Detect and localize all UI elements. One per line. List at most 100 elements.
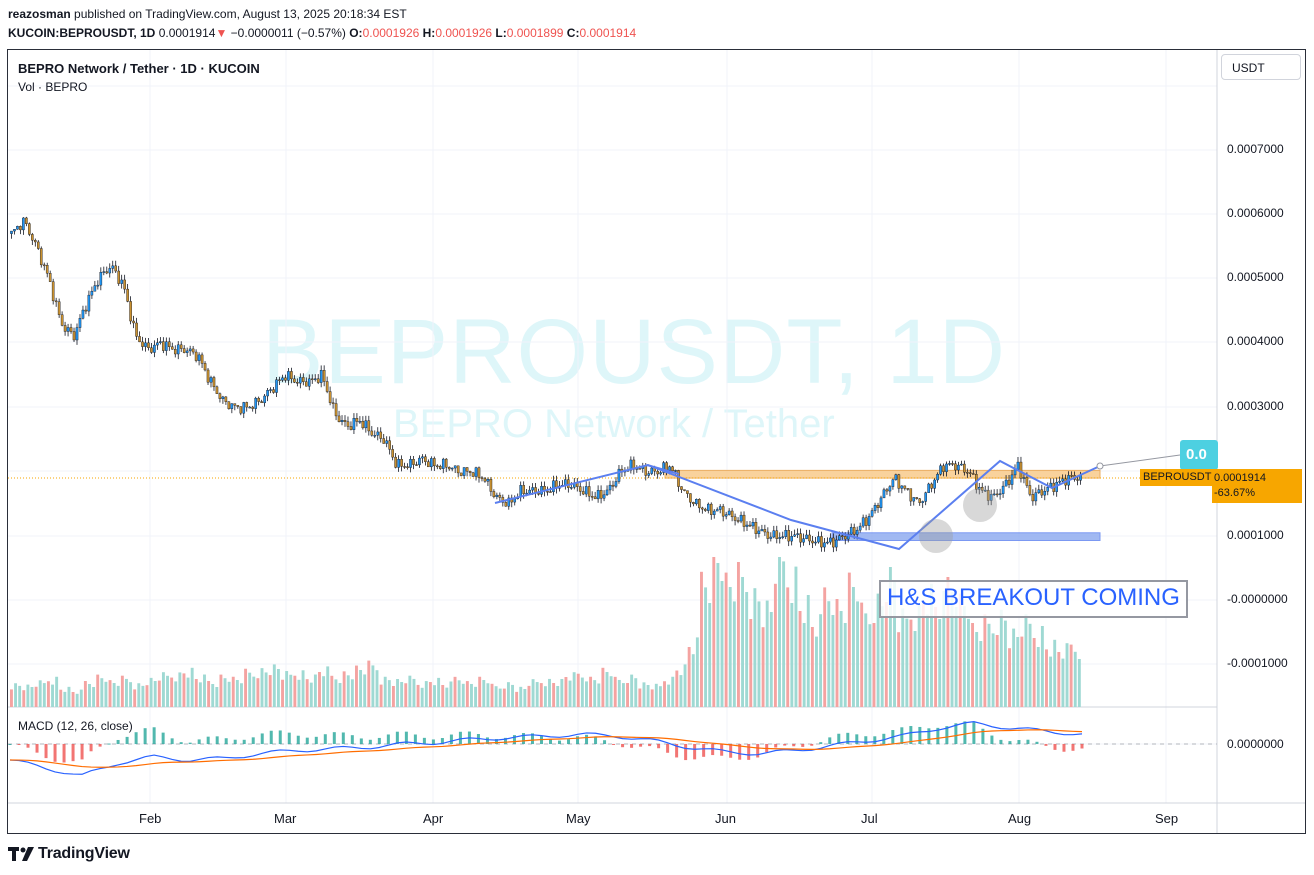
- macd-histogram-bar: [53, 744, 57, 762]
- volume-bar: [675, 670, 679, 707]
- candle-body: [570, 487, 573, 489]
- candle-body: [483, 478, 487, 482]
- macd-histogram-bar: [215, 736, 219, 744]
- volume-bar: [827, 601, 831, 707]
- candle-body: [218, 393, 222, 399]
- candle-body: [739, 514, 743, 522]
- volume-bar: [178, 672, 182, 707]
- candle-body: [334, 403, 338, 417]
- candle-body: [891, 479, 895, 487]
- volume-bar: [535, 682, 539, 707]
- volume-bar: [404, 683, 408, 707]
- candle-body: [412, 459, 415, 465]
- candle-body: [242, 402, 246, 414]
- candle-body: [986, 489, 990, 501]
- volume-bar: [371, 665, 375, 707]
- candle-body: [42, 264, 46, 267]
- candle-body: [480, 477, 484, 479]
- volume-bar: [305, 679, 309, 707]
- candle-body: [998, 493, 1002, 495]
- volume-bar: [408, 675, 412, 707]
- hs-annotation[interactable]: H&S BREAKOUT COMING: [879, 580, 1188, 618]
- candle-body: [924, 492, 927, 502]
- volume-bar: [141, 685, 145, 707]
- candle-body: [1010, 474, 1014, 485]
- volume-bar: [975, 632, 979, 707]
- macd-histogram-bar: [323, 734, 327, 744]
- volume-bar: [921, 601, 925, 707]
- volume-bar: [108, 680, 112, 707]
- volume-bar: [227, 681, 231, 707]
- macd-histogram-bar: [116, 739, 120, 744]
- candle-body: [278, 379, 281, 381]
- macd-histogram-bar: [44, 744, 48, 759]
- candle-body: [477, 467, 481, 478]
- macd-histogram-bar: [170, 738, 174, 744]
- candle-body: [873, 505, 877, 511]
- macd-histogram-bar: [62, 744, 66, 763]
- volume-bar: [868, 624, 872, 707]
- macd-histogram-bar: [1062, 744, 1066, 752]
- candle-body: [382, 438, 386, 444]
- y-tick-label: 0.0005000: [1227, 270, 1284, 284]
- volume-bar: [942, 591, 946, 707]
- candle-body: [930, 483, 933, 489]
- volume-bar: [1065, 643, 1069, 707]
- macd-histogram-bar: [413, 734, 417, 744]
- volume-bar: [909, 619, 913, 707]
- currency-button[interactable]: USDT: [1221, 54, 1301, 80]
- candle-body: [450, 467, 454, 470]
- volume-bar: [313, 674, 317, 707]
- x-tick-label: Jul: [861, 811, 878, 826]
- volume-bar: [773, 583, 777, 707]
- candle-body: [260, 401, 263, 404]
- author-name[interactable]: reazosman: [8, 7, 71, 21]
- volume-bar: [30, 687, 34, 707]
- candle-body: [352, 418, 356, 430]
- volume-bar: [543, 686, 547, 707]
- tradingview-logo[interactable]: TradingView: [8, 845, 130, 863]
- candle-body: [820, 536, 823, 548]
- candle-body: [1058, 480, 1061, 483]
- candle-body: [123, 279, 126, 290]
- candle-body: [1004, 479, 1008, 487]
- candle-body: [656, 470, 659, 475]
- candle-body: [841, 535, 844, 537]
- candle-body: [120, 279, 123, 284]
- volume-bar: [560, 679, 564, 707]
- candle-body: [248, 406, 252, 409]
- volume-bar: [59, 689, 63, 707]
- volume-bar: [901, 608, 905, 707]
- candle-body: [373, 435, 377, 437]
- macd-histogram-bar: [909, 726, 913, 744]
- candle-body: [430, 458, 433, 468]
- candle-body: [257, 397, 260, 402]
- volume-bar: [580, 677, 584, 707]
- volume-bar: [63, 691, 67, 707]
- chart-legend-title: BEPRO Network / Tether · 1D · KUCOIN: [18, 61, 260, 76]
- volume-bar: [437, 677, 441, 707]
- candle-body: [885, 489, 889, 492]
- volume-bar: [420, 687, 424, 707]
- candle-body: [471, 472, 475, 477]
- volume-bar: [235, 680, 239, 707]
- candle-body: [1028, 485, 1032, 495]
- volume-bar: [170, 677, 174, 707]
- candle-body: [718, 506, 722, 510]
- macd-histogram-bar: [864, 736, 868, 744]
- macd-histogram-bar: [828, 737, 832, 744]
- candle-body: [316, 378, 320, 383]
- y-tick-label: -0.0000000: [1227, 592, 1288, 606]
- candle-body: [665, 462, 668, 471]
- close-label: C:: [566, 26, 580, 40]
- volume-bar: [810, 627, 814, 707]
- macd-histogram-bar: [368, 739, 372, 744]
- candle-body: [331, 402, 335, 404]
- volume-bar: [203, 674, 206, 707]
- volume-bar: [589, 676, 593, 707]
- symbol-price-badge: BEPROUSDT: [1140, 469, 1212, 486]
- candle-body: [549, 491, 552, 493]
- volume-bar: [1077, 659, 1081, 707]
- volume-bar: [342, 671, 346, 707]
